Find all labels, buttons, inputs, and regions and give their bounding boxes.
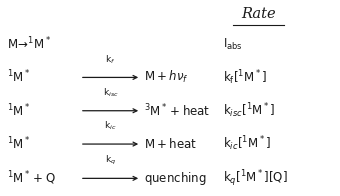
Text: $\mathrm{M}\!\rightarrow\!{}^1\mathrm{M}^*$: $\mathrm{M}\!\rightarrow\!{}^1\mathrm{M}… [7, 36, 51, 52]
Text: $\mathrm{M} + h\nu_f$: $\mathrm{M} + h\nu_f$ [144, 69, 189, 85]
Text: $\mathrm{k}_q$: $\mathrm{k}_q$ [105, 153, 116, 167]
Text: $\mathrm{k}_f$: $\mathrm{k}_f$ [105, 53, 116, 66]
Text: ${}^1\mathrm{M}^*$: ${}^1\mathrm{M}^*$ [7, 136, 30, 152]
Text: ${}^1\mathrm{M}^*$: ${}^1\mathrm{M}^*$ [7, 103, 30, 119]
Text: ${}^1\mathrm{M}^*$: ${}^1\mathrm{M}^*$ [7, 69, 30, 86]
Text: $\mathrm{k}_{ic}$: $\mathrm{k}_{ic}$ [104, 120, 117, 132]
Text: $\mathrm{k}_{ic}[{}^1\mathrm{M}^*]$: $\mathrm{k}_{ic}[{}^1\mathrm{M}^*]$ [223, 135, 271, 153]
Text: $\mathrm{k}_{isc}[{}^1\mathrm{M}^*]$: $\mathrm{k}_{isc}[{}^1\mathrm{M}^*]$ [223, 101, 275, 120]
Text: $\mathrm{quenching}$: $\mathrm{quenching}$ [144, 170, 207, 187]
Text: $\mathrm{M} + \mathrm{heat}$: $\mathrm{M} + \mathrm{heat}$ [144, 137, 197, 151]
Text: Rate: Rate [241, 7, 276, 21]
Text: $\mathrm{k_{f}}[{}^1\mathrm{M}^*]$: $\mathrm{k_{f}}[{}^1\mathrm{M}^*]$ [223, 68, 267, 87]
Text: $\mathrm{k}_{isc}$: $\mathrm{k}_{isc}$ [103, 86, 118, 99]
Text: $\mathrm{I}_{\mathrm{abs}}$: $\mathrm{I}_{\mathrm{abs}}$ [223, 36, 242, 52]
Text: ${}^3\mathrm{M}^* + \mathrm{heat}$: ${}^3\mathrm{M}^* + \mathrm{heat}$ [144, 103, 211, 119]
Text: ${}^1\mathrm{M}^* + \mathrm{Q}$: ${}^1\mathrm{M}^* + \mathrm{Q}$ [7, 170, 55, 187]
Text: $\mathrm{k}_q[{}^1\mathrm{M}^*][\mathrm{Q}]$: $\mathrm{k}_q[{}^1\mathrm{M}^*][\mathrm{… [223, 168, 287, 189]
